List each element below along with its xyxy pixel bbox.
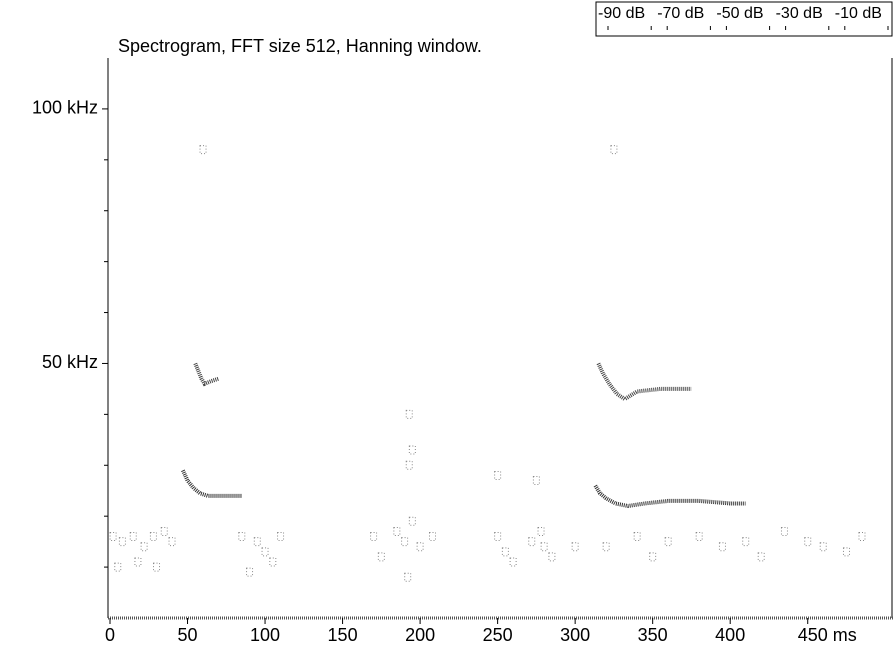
noise-point — [842, 547, 850, 557]
noise-point — [718, 542, 726, 552]
x-tick-label: 100 — [250, 625, 280, 645]
call-trace — [193, 362, 220, 387]
noise-point — [377, 552, 385, 562]
noise-point — [277, 532, 285, 542]
colorbar-label: -10 dB — [835, 5, 882, 22]
noise-point — [532, 476, 540, 486]
noise-point — [118, 537, 126, 547]
noise-point — [416, 542, 424, 552]
x-tick-label: 50 — [178, 625, 198, 645]
colorbar-label: -90 dB — [598, 5, 645, 22]
noise-point — [509, 557, 517, 567]
x-tick-label: 450 ms — [798, 625, 857, 645]
noise-point — [695, 532, 703, 542]
colorbar-label: -50 dB — [716, 5, 763, 22]
noise-point — [602, 542, 610, 552]
noise-point — [494, 532, 502, 542]
noise-point — [408, 516, 416, 526]
noise-point — [168, 537, 176, 547]
noise-point — [429, 532, 437, 542]
noise-point — [370, 532, 378, 542]
x-tick-label: 200 — [405, 625, 435, 645]
noise-point — [393, 526, 401, 536]
noise-point — [649, 552, 657, 562]
noise-point — [537, 526, 545, 536]
noise-point — [501, 547, 509, 557]
noise-point — [633, 532, 641, 542]
x-tick-label: 250 — [483, 625, 513, 645]
noise-point — [548, 552, 556, 562]
noise-point — [114, 562, 122, 572]
noise-point — [269, 557, 277, 567]
noise-point — [160, 526, 168, 536]
noise-point — [199, 145, 207, 155]
colorbar-label: -30 dB — [776, 5, 823, 22]
y-tick-label: 100 kHz — [32, 98, 98, 118]
noise-point — [819, 542, 827, 552]
noise-point — [405, 409, 413, 419]
noise-point — [757, 552, 765, 562]
noise-point — [134, 557, 142, 567]
noise-point — [664, 537, 672, 547]
noise-point — [404, 572, 412, 582]
noise-point — [153, 562, 161, 572]
x-tick-label: 300 — [560, 625, 590, 645]
noise-point — [405, 460, 413, 470]
chart-title: Spectrogram, FFT size 512, Hanning windo… — [118, 36, 482, 56]
noise-point — [238, 532, 246, 542]
noise-point — [261, 547, 269, 557]
call-trace — [593, 484, 746, 509]
x-tick-label: 400 — [715, 625, 745, 645]
y-tick-label: 50 kHz — [42, 352, 98, 372]
noise-point — [494, 470, 502, 480]
noise-point — [571, 542, 579, 552]
noise-point — [804, 537, 812, 547]
colorbar-box — [595, 1, 893, 37]
noise-point — [858, 532, 866, 542]
noise-point — [742, 537, 750, 547]
noise-point — [129, 532, 137, 542]
x-tick-label: 150 — [328, 625, 358, 645]
noise-point — [149, 532, 157, 542]
noise-point — [408, 445, 416, 455]
x-tick-label: 350 — [638, 625, 668, 645]
noise-point — [401, 537, 409, 547]
noise-point — [780, 526, 788, 536]
call-trace — [181, 469, 242, 498]
noise-point — [140, 542, 148, 552]
colorbar-label: -70 dB — [657, 5, 704, 22]
noise-point — [109, 532, 117, 542]
noise-point — [246, 567, 254, 577]
noise-point — [610, 145, 618, 155]
noise-point — [253, 537, 261, 547]
noise-point — [540, 542, 548, 552]
call-trace — [596, 362, 692, 402]
x-tick-label: 0 — [105, 625, 115, 645]
noise-point — [528, 537, 536, 547]
